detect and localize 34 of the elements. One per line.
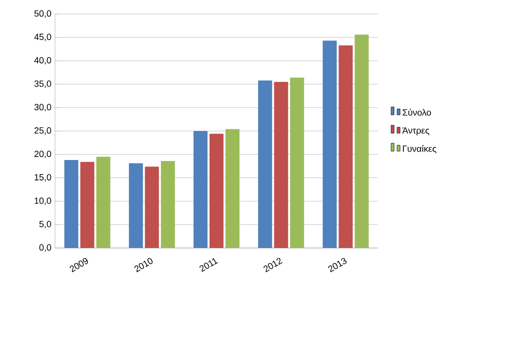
x-tick-label: 2012 [264, 258, 283, 272]
bar [96, 156, 110, 248]
bar [80, 162, 94, 248]
bar [274, 82, 288, 248]
bar [144, 166, 159, 248]
y-tick-label: 0,0 [39, 244, 52, 252]
legend-label: Σύνολο [402, 108, 431, 116]
bar [354, 34, 369, 248]
y-tick-label: 50,0 [34, 10, 52, 18]
y-tick-label: 10,0 [34, 197, 52, 205]
bar [290, 78, 304, 248]
x-tick-label: 2013 [328, 258, 347, 272]
x-tick-label: 2011 [200, 258, 218, 272]
bar [128, 163, 143, 248]
legend-label: Γυναίκες [402, 145, 436, 154]
bar [322, 40, 337, 248]
bar [338, 45, 353, 248]
bar [225, 129, 240, 248]
y-tick-label: 30,0 [34, 104, 52, 112]
bar [160, 160, 175, 248]
bar [64, 160, 78, 248]
y-tick-label: 45,0 [34, 34, 52, 42]
y-tick-label: 25,0 [34, 127, 52, 135]
y-tick-label: 20,0 [34, 150, 52, 158]
y-tick-label: 35,0 [34, 80, 52, 88]
x-tick-label: 2010 [134, 258, 153, 272]
y-tick-label: 5,0 [39, 220, 52, 228]
bar [258, 80, 272, 248]
y-tick-label: 15,0 [34, 174, 52, 182]
y-tick-label: 40,0 [34, 57, 52, 64]
x-tick-label: 2009 [70, 258, 88, 272]
legend-label: Άντρες [402, 127, 430, 136]
bar [210, 134, 224, 248]
bar [194, 131, 208, 248]
